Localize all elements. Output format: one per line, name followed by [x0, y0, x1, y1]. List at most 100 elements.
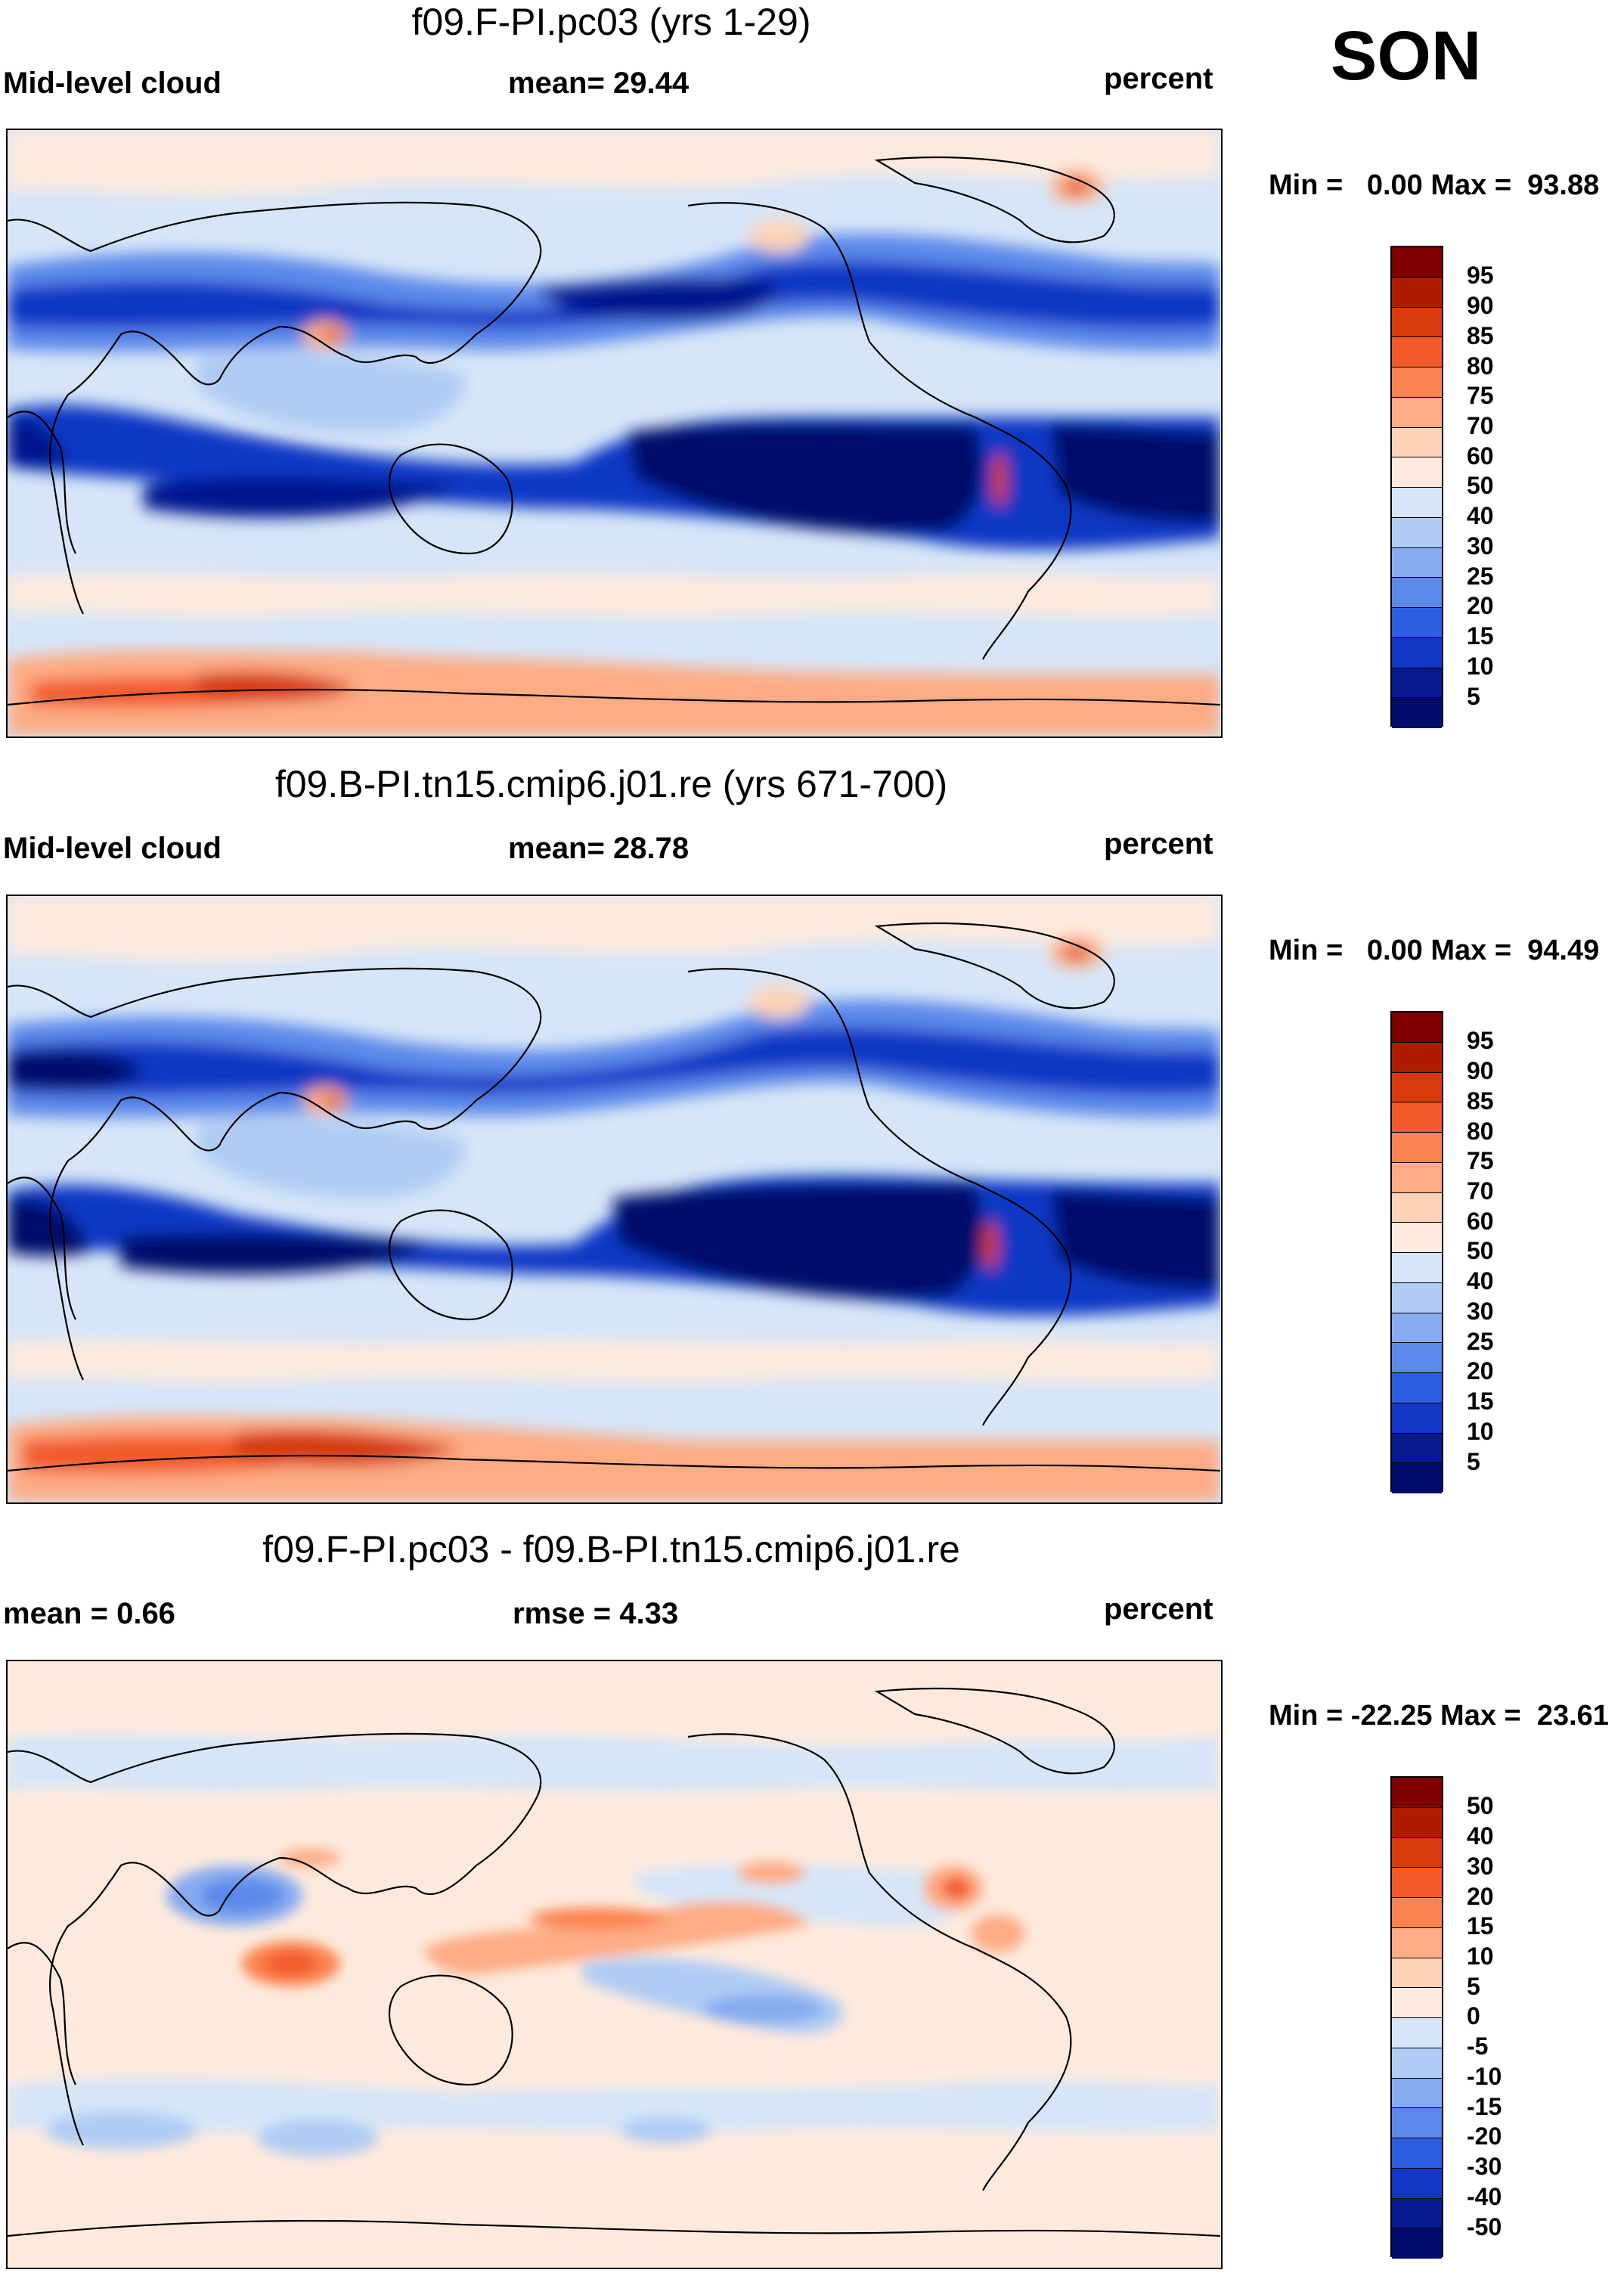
colorbar-bin	[1392, 1012, 1442, 1043]
colorbar-label: 0	[1467, 2002, 1480, 2029]
colorbar-label: 95	[1467, 262, 1494, 289]
panel-3-map	[6, 1660, 1223, 2269]
panel-2-units-label: percent	[1104, 827, 1213, 860]
colorbar-label: 80	[1467, 1118, 1494, 1145]
panel-2-colorbar	[1390, 1011, 1443, 1493]
colorbar-bin	[1392, 2138, 1442, 2169]
colorbar-label: 95	[1467, 1027, 1494, 1054]
colorbar-bin	[1392, 1253, 1442, 1283]
colorbar-bin	[1392, 668, 1442, 699]
colorbar-label: -40	[1467, 2183, 1502, 2210]
panel-1-title: f09.F-PI.pc03 (yrs 1-29)	[411, 1, 811, 43]
colorbar-bin	[1392, 1433, 1442, 1464]
colorbar-label: 10	[1467, 1418, 1494, 1445]
colorbar-bin	[1392, 1343, 1442, 1373]
colorbar-bin	[1392, 1162, 1442, 1193]
colorbar-bin	[1392, 2048, 1442, 2079]
colorbar-label: 90	[1467, 292, 1494, 319]
colorbar-label: 5	[1467, 1973, 1480, 2000]
colorbar-bin	[1392, 1072, 1442, 1103]
colorbar-label: 75	[1467, 1147, 1494, 1174]
colorbar-label: 70	[1467, 412, 1494, 439]
panel-1-colorbar	[1390, 246, 1443, 728]
colorbar-bin	[1392, 1102, 1442, 1133]
colorbar-bin	[1392, 1927, 1442, 1958]
colorbar-label: -15	[1467, 2093, 1502, 2120]
colorbar-label: 80	[1467, 352, 1494, 380]
colorbar-bin	[1392, 367, 1442, 398]
colorbar-bin	[1392, 2078, 1442, 2109]
colorbar-bin	[1392, 2108, 1442, 2138]
colorbar-bin	[1392, 1223, 1442, 1253]
colorbar-bin	[1392, 1837, 1442, 1868]
season-label: SON	[1331, 17, 1482, 95]
colorbar-bin	[1392, 1282, 1442, 1313]
panel-3-minmax: Min = -22.25 Max = 23.61	[1269, 1700, 1609, 1732]
panel-3-title: f09.F-PI.pc03 - f09.B-PI.tn15.cmip6.j01.…	[262, 1528, 960, 1571]
colorbar-bin	[1392, 1868, 1442, 1898]
colorbar-bin	[1392, 1403, 1442, 1434]
colorbar-bin	[1392, 2228, 1442, 2259]
colorbar-label: 10	[1467, 653, 1494, 680]
panel-2-minmax: Min = 0.00 Max = 94.49	[1269, 935, 1600, 966]
colorbar-bin	[1392, 1778, 1442, 1808]
colorbar-bin	[1392, 1463, 1442, 1493]
colorbar-label: 85	[1467, 1087, 1494, 1115]
colorbar-label: -20	[1467, 2123, 1502, 2150]
panel-3-rmse-label: rmse = 4.33	[513, 1597, 679, 1630]
colorbar-label: 25	[1467, 1328, 1494, 1355]
colorbar-bin	[1392, 2018, 1442, 2048]
colorbar-bin	[1392, 517, 1442, 548]
panel-3-colorbar	[1390, 1776, 1443, 2259]
colorbar-bin	[1392, 247, 1442, 278]
colorbar-label: -10	[1467, 2063, 1502, 2090]
colorbar-label: 30	[1467, 532, 1494, 560]
colorbar-bin	[1392, 1988, 1442, 2018]
colorbar-label: 60	[1467, 442, 1494, 470]
colorbar-label: 20	[1467, 1883, 1494, 1910]
colorbar-label: 90	[1467, 1057, 1494, 1084]
colorbar-label: 5	[1467, 1448, 1480, 1475]
colorbar-label: 10	[1467, 1943, 1494, 1970]
colorbar-label: 5	[1467, 683, 1480, 710]
colorbar-label: 30	[1467, 1853, 1494, 1880]
colorbar-bin	[1392, 1133, 1442, 1163]
colorbar-label: 20	[1467, 592, 1494, 619]
colorbar-bin	[1392, 427, 1442, 458]
panel-2-left-label: Mid-level cloud	[3, 832, 222, 865]
colorbar-label: 70	[1467, 1177, 1494, 1205]
colorbar-label: 20	[1467, 1357, 1494, 1385]
colorbar-bin	[1392, 578, 1442, 608]
colorbar-label: 15	[1467, 1388, 1494, 1415]
colorbar-bin	[1392, 337, 1442, 367]
colorbar-label: 30	[1467, 1298, 1494, 1325]
colorbar-bin	[1392, 608, 1442, 638]
colorbar-bin	[1392, 698, 1442, 728]
panel-3-units-label: percent	[1104, 1592, 1213, 1626]
panel-2-mean-label: mean= 28.78	[508, 832, 690, 865]
colorbar-label: 60	[1467, 1208, 1494, 1235]
colorbar-bin	[1392, 1042, 1442, 1073]
colorbar-bin	[1392, 397, 1442, 428]
colorbar-label: 75	[1467, 382, 1494, 409]
colorbar-label: 40	[1467, 1822, 1494, 1850]
panel-1-mean-label: mean= 29.44	[508, 67, 690, 100]
colorbar-label: -50	[1467, 2213, 1502, 2240]
colorbar-bin	[1392, 277, 1442, 308]
colorbar-label: 50	[1467, 472, 1494, 499]
colorbar-bin	[1392, 1373, 1442, 1403]
colorbar-label: 15	[1467, 622, 1494, 650]
panel-1-map	[6, 129, 1223, 738]
colorbar-label: 50	[1467, 1792, 1494, 1819]
colorbar-label: -5	[1467, 2033, 1489, 2060]
panel-1-units-label: percent	[1104, 62, 1213, 95]
colorbar-bin	[1392, 637, 1442, 668]
colorbar-bin	[1392, 2198, 1442, 2229]
panel-1-left-label: Mid-level cloud	[3, 67, 222, 100]
colorbar-label: 25	[1467, 563, 1494, 590]
colorbar-bin	[1392, 1958, 1442, 1989]
colorbar-bin	[1392, 1313, 1442, 1344]
colorbar-label: 85	[1467, 322, 1494, 349]
panel-1-minmax: Min = 0.00 Max = 93.88	[1269, 169, 1600, 201]
colorbar-bin	[1392, 2168, 1442, 2199]
